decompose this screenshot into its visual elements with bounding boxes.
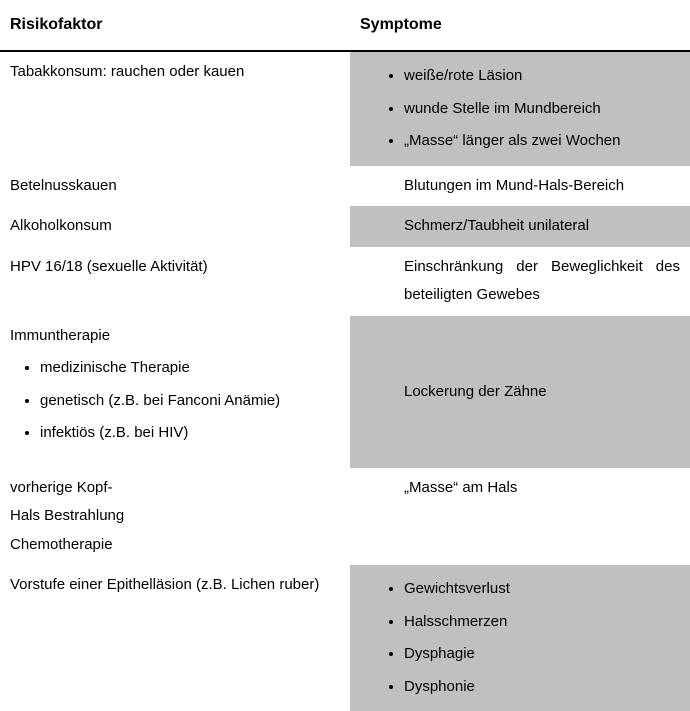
symptom-cell: Schmerz/Taubheit unilateral xyxy=(350,206,690,247)
risk-subitem: genetisch (z.B. bei Fanconi Anämie) xyxy=(40,385,340,418)
symptom-item: Dysphagie xyxy=(404,638,680,671)
table-row: Tabakkonsum: rauchen oder kauen weiße/ro… xyxy=(0,51,690,166)
symptom-item: Halsschmerzen xyxy=(404,606,680,639)
table-row: HPV 16/18 (sexuelle Aktivität) Einschrän… xyxy=(0,247,690,316)
symptom-list: weiße/rote Läsion wunde Stelle im Mundbe… xyxy=(360,60,680,158)
table-row: Immuntherapie medizinische Therapie gene… xyxy=(0,316,690,468)
symptom-cell: Lockerung der Zähne xyxy=(350,316,690,468)
symptom-item: Gewichtsverlust xyxy=(404,573,680,606)
risk-line: Hals Bestrahlung xyxy=(10,507,124,524)
table-header-row: Risikofaktor Symptome xyxy=(0,0,690,51)
risk-subitem: infektiös (z.B. bei HIV) xyxy=(40,417,340,450)
risk-cell: HPV 16/18 (sexuelle Aktivität) xyxy=(0,247,350,316)
symptom-text: Schmerz/Taubheit unilateral xyxy=(360,212,680,241)
symptom-cell: Blutungen im Mund-Hals-Bereich xyxy=(350,166,690,207)
symptom-cell: „Masse“ am Hals xyxy=(350,468,690,566)
symptom-text: Blutungen im Mund-Hals-Bereich xyxy=(360,172,680,201)
symptom-text: „Masse“ am Hals xyxy=(360,474,680,503)
risk-subitem: medizinische Therapie xyxy=(40,352,340,385)
risk-cell: vorherige Kopf- Hals Bestrahlung Chemoth… xyxy=(0,468,350,566)
header-symptome: Symptome xyxy=(350,0,690,51)
symptom-text: Lockerung der Zähne xyxy=(360,378,547,407)
risk-text: Immuntherapie xyxy=(10,327,110,344)
risk-cell: Betelnusskauen xyxy=(0,166,350,207)
symptom-item: „Masse“ länger als zwei Wochen xyxy=(404,125,680,158)
symptom-cell: weiße/rote Läsion wunde Stelle im Mundbe… xyxy=(350,51,690,166)
risk-symptom-table: Risikofaktor Symptome Tabakkonsum: rauch… xyxy=(0,0,690,711)
symptom-item: wunde Stelle im Mundbereich xyxy=(404,93,680,126)
table-row: Betelnusskauen Blutungen im Mund-Hals-Be… xyxy=(0,166,690,207)
symptom-cell: Einschränkung der Beweglichkeit des bete… xyxy=(350,247,690,316)
risk-cell: Immuntherapie medizinische Therapie gene… xyxy=(0,316,350,468)
symptom-item: Dysphonie xyxy=(404,671,680,704)
symptom-item: weiße/rote Läsion xyxy=(404,60,680,93)
symptom-text: Einschränkung der Beweglichkeit des bete… xyxy=(360,253,680,310)
risk-sublist: medizinische Therapie genetisch (z.B. be… xyxy=(10,352,340,450)
table-row: Vorstufe einer Epithelläsion (z.B. Liche… xyxy=(0,565,690,711)
header-risikofaktor: Risikofaktor xyxy=(0,0,350,51)
risk-cell: Tabakkonsum: rauchen oder kauen xyxy=(0,51,350,166)
table-row: vorherige Kopf- Hals Bestrahlung Chemoth… xyxy=(0,468,690,566)
symptom-cell: Gewichtsverlust Halsschmerzen Dysphagie … xyxy=(350,565,690,711)
table-row: Alkoholkonsum Schmerz/Taubheit unilatera… xyxy=(0,206,690,247)
risk-cell: Alkoholkonsum xyxy=(0,206,350,247)
symptom-list: Gewichtsverlust Halsschmerzen Dysphagie … xyxy=(360,573,680,703)
risk-line: vorherige Kopf- xyxy=(10,479,113,496)
risk-cell: Vorstufe einer Epithelläsion (z.B. Liche… xyxy=(0,565,350,711)
risk-line: Chemotherapie xyxy=(10,536,113,553)
